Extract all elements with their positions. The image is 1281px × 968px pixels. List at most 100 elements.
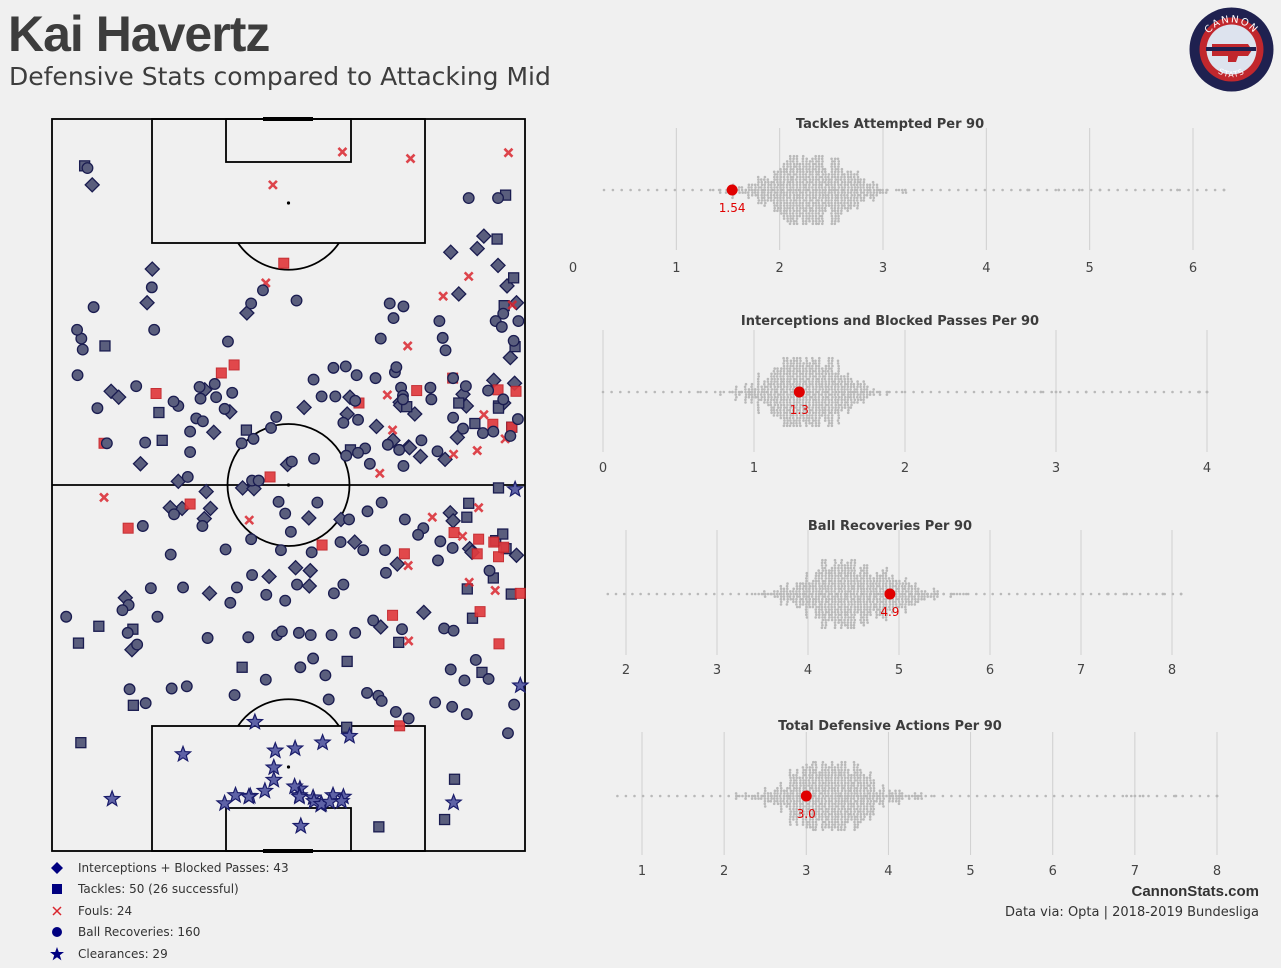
swarm-dot <box>817 424 821 428</box>
swarm-dot <box>811 214 814 218</box>
swarm-dot <box>834 398 837 402</box>
swarm-dot <box>824 191 827 194</box>
pitch-mark-square <box>153 406 165 419</box>
swarm-dot <box>866 810 869 813</box>
swarm-dot <box>821 766 824 769</box>
swarm-dot <box>779 395 783 399</box>
swarm-dot <box>818 807 821 811</box>
swarm-dot <box>903 188 907 192</box>
pitch-mark-circle <box>361 505 374 518</box>
swarm-dot <box>821 623 824 627</box>
swarm-dot <box>808 825 812 829</box>
swarm-dot <box>811 784 814 787</box>
swarm-dot <box>786 597 789 601</box>
swarm-dot <box>818 206 821 210</box>
swarm-dot <box>843 820 847 824</box>
swarm-dot <box>817 595 821 598</box>
swarm-dot <box>801 587 805 591</box>
swarm-dot <box>853 577 856 580</box>
swarm-dot <box>824 574 827 578</box>
swarm-dot <box>833 610 837 614</box>
swarm-dot <box>836 375 840 378</box>
swarm-dot <box>888 797 892 800</box>
swarm-dot <box>785 805 789 808</box>
swarm-dot <box>830 219 834 223</box>
swarm-dot <box>846 799 849 803</box>
swarm-dot <box>792 401 796 404</box>
swarm-dot <box>764 592 767 596</box>
swarm-dot <box>805 812 808 816</box>
swarm-dot <box>811 372 814 376</box>
swarm-dot <box>1178 188 1181 192</box>
swarm-dot <box>907 794 910 798</box>
swarm-dot <box>849 812 852 816</box>
swarm-dot <box>802 810 805 813</box>
swarm-dot <box>830 419 834 422</box>
swarm-dot <box>811 820 815 824</box>
swarm-dot <box>798 372 802 376</box>
swarm-dot <box>824 815 827 819</box>
swarm-dot <box>820 183 824 187</box>
swarm-dot <box>965 188 969 192</box>
swarm-dot <box>611 188 615 192</box>
swarm-dot <box>836 393 840 396</box>
swarm-dot <box>827 613 831 617</box>
swarm-dot <box>852 784 856 787</box>
tick-label: 3 <box>1052 461 1060 476</box>
swarm-dot <box>684 794 688 798</box>
swarm-dot <box>782 408 786 412</box>
swarm-dot <box>837 204 840 207</box>
swarm-dot <box>808 820 811 824</box>
swarm-dot <box>798 183 802 187</box>
swarm-dot <box>779 167 782 171</box>
swarm-dot <box>872 779 875 782</box>
swarm-dot <box>1033 390 1036 394</box>
swarm-dot <box>757 408 760 412</box>
pitch-mark-circle <box>91 402 104 415</box>
swarm-dot <box>843 395 847 399</box>
swarm-dot <box>833 807 837 811</box>
pitch-mark-star <box>511 675 530 694</box>
swarm-dot <box>779 390 783 394</box>
swarm-dot <box>814 367 818 370</box>
swarm-dot <box>788 367 792 370</box>
swarm-dot <box>830 763 834 767</box>
swarm-dot <box>840 825 843 829</box>
swarm-dot <box>785 359 789 363</box>
swarm-dot <box>856 605 860 609</box>
swarm-dot <box>814 810 818 813</box>
swarm-dot <box>801 802 805 806</box>
swarm-dot <box>821 222 824 226</box>
swarm-dot <box>849 605 853 609</box>
swarm-dot <box>862 794 865 798</box>
swarm-dot <box>779 784 782 787</box>
swarm-dot <box>792 600 795 604</box>
swarm-dot <box>853 582 856 585</box>
swarm-dot <box>799 779 802 782</box>
swarm-dot <box>785 603 789 606</box>
swarm-outlier <box>1026 188 1030 192</box>
swarm-dot <box>834 401 837 404</box>
swarm-dot <box>878 794 881 798</box>
swarm-dot <box>745 592 749 596</box>
swarm-dot <box>801 398 805 402</box>
swarm-dot <box>1155 592 1158 596</box>
swarm-dot <box>805 385 809 389</box>
swarm-dot <box>808 362 812 365</box>
swarm-dot <box>801 776 805 780</box>
swarm-dot <box>766 380 770 383</box>
swarm-dot <box>859 773 862 777</box>
swarm-dot <box>814 416 818 420</box>
pitch-mark-square <box>461 511 473 523</box>
swarm-dot <box>801 372 805 376</box>
swarm-dot <box>814 786 818 790</box>
swarm-dot <box>830 393 833 396</box>
swarm-dot <box>795 799 799 803</box>
swarm-dot <box>1121 794 1125 798</box>
swarm-dot <box>785 186 789 189</box>
swarm-dot <box>792 388 795 391</box>
swarm-dot <box>868 784 872 787</box>
swarm-dot <box>696 592 700 596</box>
swarm-dot <box>833 204 837 207</box>
swarm-dot <box>859 618 862 622</box>
